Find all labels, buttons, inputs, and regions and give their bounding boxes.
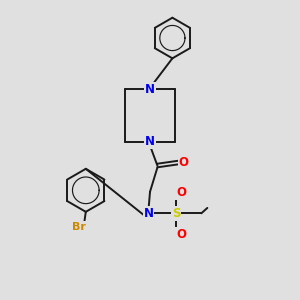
Text: O: O (179, 156, 189, 169)
Text: S: S (172, 207, 180, 220)
Text: Br: Br (72, 222, 86, 232)
Text: O: O (176, 186, 186, 199)
Text: N: N (145, 83, 155, 96)
Text: O: O (176, 228, 186, 241)
Text: N: N (143, 207, 154, 220)
Text: N: N (145, 135, 155, 148)
